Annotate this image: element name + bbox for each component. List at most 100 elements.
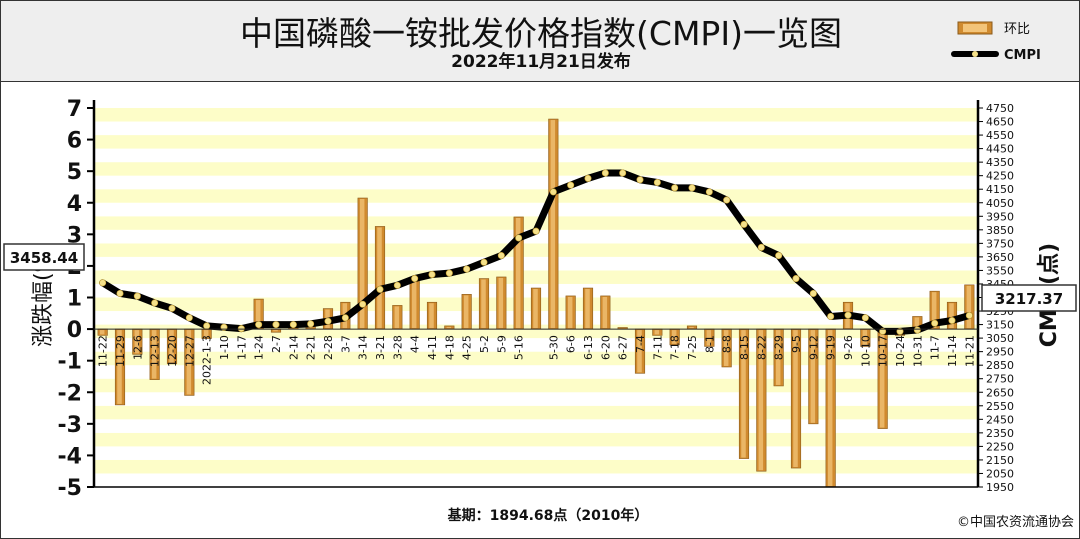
background-bands [94,108,978,487]
cmpi-point [931,319,939,327]
right-tick-label: 3050 [986,332,1014,345]
x-tick-label: 6-27 [617,335,630,360]
cmpi-point [393,281,401,289]
change-bar-highlight [931,292,937,329]
left-tick-label: -3 [58,413,82,438]
cmpi-point [289,321,297,329]
x-tick-label: 12-27 [183,335,196,367]
x-tick-label: 7-4 [634,335,647,353]
right-tick-label: 2950 [986,346,1014,359]
change-bar-highlight [862,330,868,346]
cmpi-point [272,321,280,329]
right-tick-label: 2650 [986,386,1014,399]
x-tick-label: 11-21 [963,335,976,367]
left-tick-label: 0 [67,318,82,343]
left-tick-label: 6 [67,129,82,154]
cmpi-point [480,258,488,266]
x-tick-labels: 11-22 11-29 12-6 12-13 12-20 12-27 2022-1-3 1-1… [97,335,977,385]
x-tick-label: 7-11 [651,335,664,360]
x-tick-label: 6-13 [582,335,595,360]
cmpi-point [532,227,540,235]
cmpi-point [844,311,852,319]
legend-line-marker [972,51,978,57]
x-tick-label: 2-14 [287,335,300,360]
background-band [94,446,978,460]
change-bar-highlight [567,296,573,329]
legend: 环比 CMPI [951,21,1041,63]
cmpi-point [757,243,765,251]
change-bar-highlight [411,279,417,329]
x-tick-label: 10-24 [894,335,907,367]
change-bar-highlight [463,295,469,329]
x-tick-label: 8-15 [738,335,751,360]
change-bar-highlight [533,289,538,329]
x-tick-label: 2-21 [305,335,318,360]
copyright-note: ©中国农资流通协会 [957,515,1074,530]
change-bar-highlight [775,330,781,385]
right-tick-label: 2050 [986,467,1014,480]
x-tick-label: 8-22 [755,335,768,360]
change-bar-highlight [914,317,920,329]
x-tick-label: 7-25 [686,335,699,360]
right-tick-label: 3750 [986,237,1014,250]
x-tick-label: 12-13 [149,335,162,367]
cmpi-point [497,252,505,260]
change-bar-highlight [134,330,140,354]
change-bar-highlight [654,330,660,335]
cmpi-point [463,265,471,273]
header-bar: 中国磷酸一铵批发价格指数(CMPI)一览图 2022年11月21日发布 [1,1,1079,82]
change-bar-highlight [949,303,954,329]
cmpi-point [879,327,887,335]
background-band [94,270,978,284]
left-tick-label: 1 [67,287,82,312]
right-tick-label: 4650 [986,116,1014,129]
change-bar-highlight [793,330,798,468]
x-tick-label: 1-10 [218,335,231,360]
cmpi-point [185,314,193,322]
background-band [94,405,978,420]
cmpi-point [445,269,453,277]
x-tick-label: 9-12 [807,335,820,360]
x-tick-label: 6-6 [565,335,578,353]
cmpi-point [688,184,696,192]
base-period-note: 基期：1894.68点（2010年） [448,507,649,524]
cmpi-point [376,285,384,293]
x-tick-label: 7-18 [669,335,682,360]
change-bar-highlight [515,217,521,329]
change-bar-highlight [99,330,105,335]
change-bar-highlight [446,326,452,329]
change-bar-highlight [585,289,590,329]
cmpi-point [203,322,211,330]
background-band [94,473,978,487]
legend-bar-label: 环比 [1004,22,1030,37]
right-tick-label: 4250 [986,170,1014,183]
right-tick-label: 4750 [986,102,1014,115]
x-tick-label: 5-30 [547,335,560,360]
cmpi-point [151,299,159,307]
cmpi-point [809,289,817,297]
x-tick-label: 2-7 [270,335,283,353]
x-tick-label: 9-5 [790,335,803,353]
cmpi-point [428,270,436,278]
x-tick-label: 2-28 [322,335,335,360]
right-tick-label: 2150 [986,454,1014,467]
cmpi-point [341,314,349,322]
background-band [94,256,978,271]
x-tick-label: 4-18 [443,335,456,360]
cmpi-point [307,320,315,328]
x-tick-label: 2022-1-3 [201,335,214,385]
cmpi-point [567,181,575,189]
background-band [94,392,978,406]
cmpi-point [411,275,419,283]
legend-line-label: CMPI [1004,48,1041,63]
legend-bar-swatch-inner [963,24,987,32]
change-bar-highlight [810,330,816,423]
cmpi-point [619,169,627,177]
start-value-callout: 3458.44 [3,243,85,271]
change-bar-highlight [602,296,608,329]
change-bar-highlight [307,326,313,329]
right-tick-label: 2350 [986,427,1014,440]
x-tick-label: 10-31 [911,335,924,367]
cmpi-point [896,327,904,335]
